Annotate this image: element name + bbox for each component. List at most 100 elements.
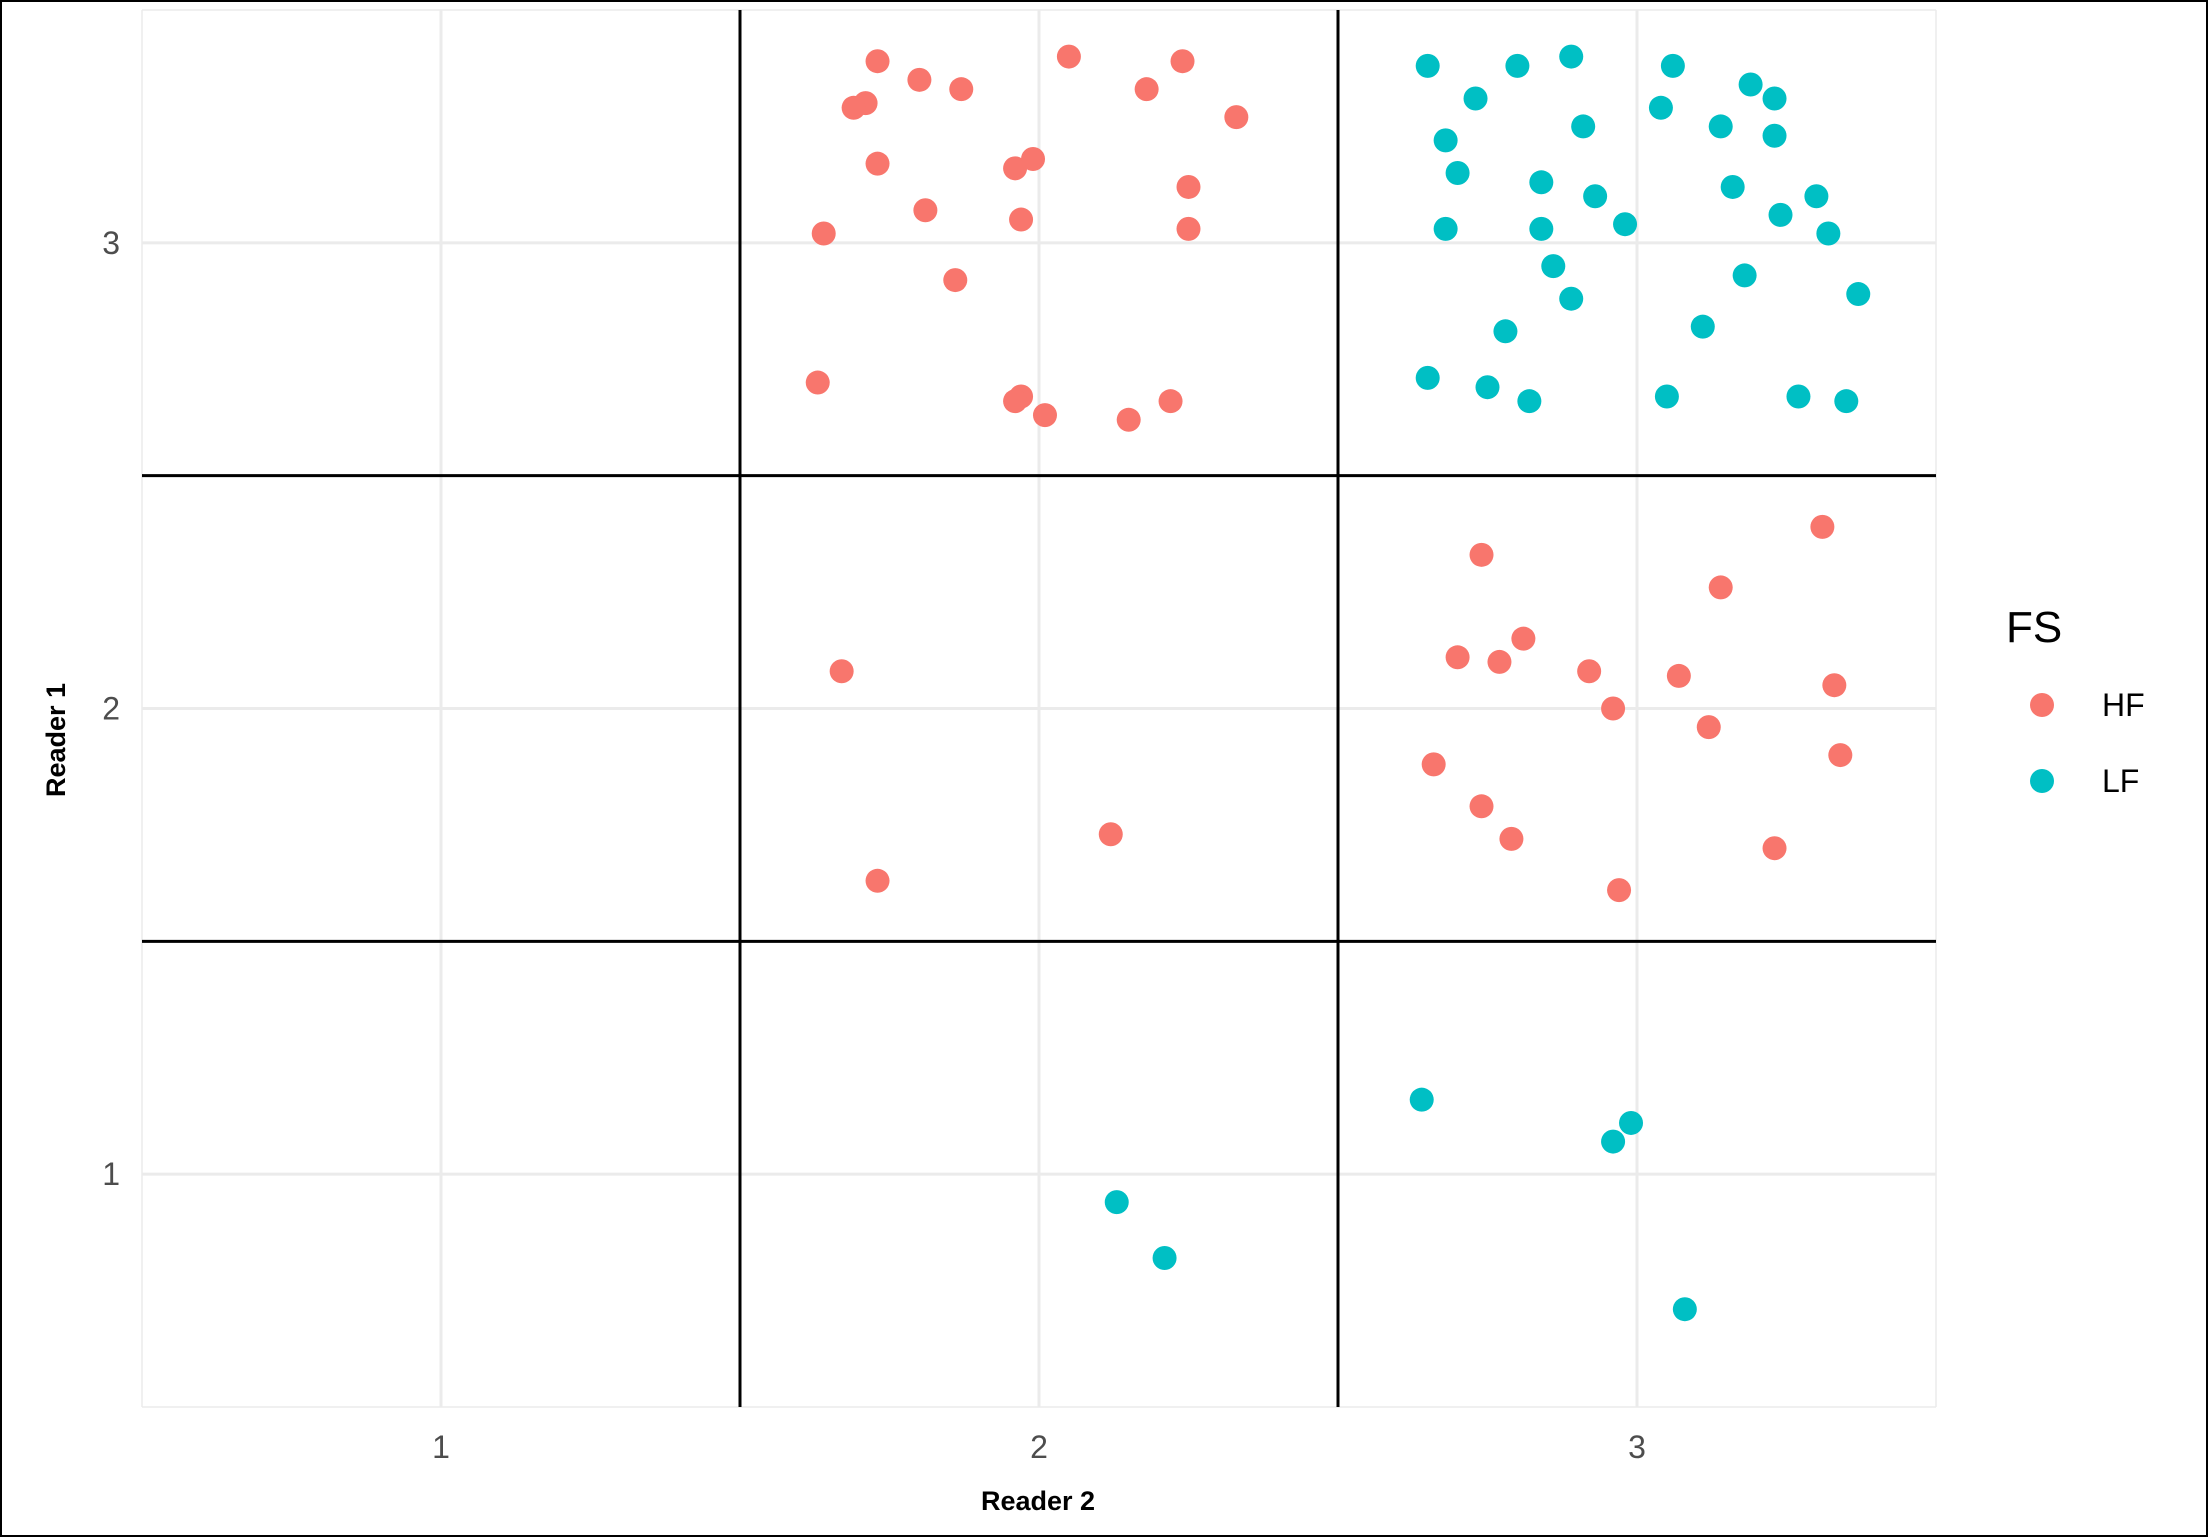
point-hf — [1021, 147, 1046, 172]
point-hf — [1134, 77, 1159, 102]
point-lf — [1762, 86, 1787, 111]
point-lf — [1654, 384, 1679, 409]
cell-separators — [142, 10, 1936, 1407]
point-lf — [1816, 221, 1841, 246]
point-lf — [1583, 184, 1608, 209]
point-lf — [1846, 282, 1871, 307]
point-hf — [1176, 216, 1201, 241]
point-hf — [1511, 626, 1536, 651]
point-hf — [1421, 752, 1446, 777]
point-hf — [1176, 174, 1201, 199]
point-lf — [1505, 53, 1530, 78]
legend-title: FS — [2006, 603, 2062, 652]
point-lf — [1660, 53, 1685, 78]
legend-label-hf: HF — [2102, 687, 2145, 723]
point-hf — [1032, 403, 1057, 428]
point-hf — [1445, 645, 1470, 670]
point-hf — [1224, 105, 1249, 130]
point-hf — [949, 77, 974, 102]
point-hf — [1762, 836, 1787, 861]
point-hf — [811, 221, 836, 246]
y-axis-title: Reader 1 — [41, 683, 71, 797]
point-lf — [1529, 216, 1554, 241]
point-lf — [1732, 263, 1757, 288]
legend-key-lf — [2030, 769, 2054, 793]
point-lf — [1152, 1245, 1177, 1270]
point-lf — [1690, 314, 1715, 339]
point-hf — [829, 659, 854, 684]
point-hf — [1056, 44, 1081, 69]
point-lf — [1613, 212, 1638, 237]
point-lf — [1493, 319, 1518, 344]
point-hf — [907, 67, 932, 92]
point-hf — [1009, 207, 1034, 232]
y-tick-label: 1 — [102, 1156, 120, 1192]
point-lf — [1738, 72, 1763, 97]
point-hf — [1607, 878, 1632, 903]
point-lf — [1708, 114, 1733, 139]
point-lf — [1672, 1297, 1697, 1322]
point-hf — [1666, 663, 1691, 688]
point-lf — [1415, 53, 1440, 78]
point-lf — [1559, 44, 1584, 69]
grid-lines — [141, 9, 1937, 1408]
point-hf — [1822, 673, 1847, 698]
point-lf — [1720, 174, 1745, 199]
point-hf — [1158, 389, 1183, 414]
point-lf — [1804, 184, 1829, 209]
point-lf — [1445, 160, 1470, 185]
point-lf — [1433, 216, 1458, 241]
point-hf — [1098, 822, 1123, 847]
point-lf — [1762, 123, 1787, 148]
point-lf — [1619, 1110, 1644, 1135]
point-lf — [1104, 1190, 1129, 1215]
point-lf — [1834, 389, 1859, 414]
point-hf — [1810, 514, 1835, 539]
point-hf — [943, 268, 968, 293]
point-hf — [1469, 542, 1494, 567]
point-lf — [1541, 254, 1566, 279]
point-lf — [1559, 286, 1584, 311]
tick-labels: 1 2 3 1 2 3 — [102, 225, 1646, 1465]
legend: FS HF LF — [2006, 603, 2145, 799]
point-hf — [1499, 826, 1524, 851]
point-lf — [1409, 1087, 1434, 1112]
point-lf — [1529, 170, 1554, 195]
point-hf — [1003, 156, 1028, 181]
point-lf — [1648, 95, 1673, 120]
point-lf — [1433, 128, 1458, 153]
point-hf — [913, 198, 938, 223]
point-lf — [1571, 114, 1596, 139]
point-hf — [1116, 407, 1141, 432]
x-tick-label: 3 — [1628, 1429, 1646, 1465]
point-hf — [1828, 743, 1853, 768]
point-hf — [1469, 794, 1494, 819]
point-hf — [1708, 575, 1733, 600]
point-hf — [805, 370, 830, 395]
data-points — [805, 44, 1871, 1322]
x-tick-label: 2 — [1030, 1429, 1048, 1465]
point-lf — [1475, 375, 1500, 400]
point-lf — [1517, 389, 1542, 414]
y-tick-label: 3 — [102, 225, 120, 261]
point-lf — [1601, 1129, 1626, 1154]
point-lf — [1768, 202, 1793, 227]
point-hf — [865, 49, 890, 74]
point-hf — [1003, 389, 1028, 414]
point-hf — [865, 151, 890, 176]
x-tick-label: 1 — [432, 1429, 450, 1465]
point-hf — [1601, 696, 1626, 721]
point-hf — [1170, 49, 1195, 74]
point-lf — [1415, 365, 1440, 390]
legend-label-lf: LF — [2102, 763, 2139, 799]
point-lf — [1786, 384, 1811, 409]
x-axis-title: Reader 2 — [981, 1486, 1095, 1516]
point-hf — [1577, 659, 1602, 684]
point-lf — [1463, 86, 1488, 111]
point-hf — [1696, 715, 1721, 740]
legend-key-hf — [2030, 693, 2054, 717]
point-hf — [865, 868, 890, 893]
point-hf — [841, 95, 866, 120]
y-tick-label: 2 — [102, 691, 120, 727]
